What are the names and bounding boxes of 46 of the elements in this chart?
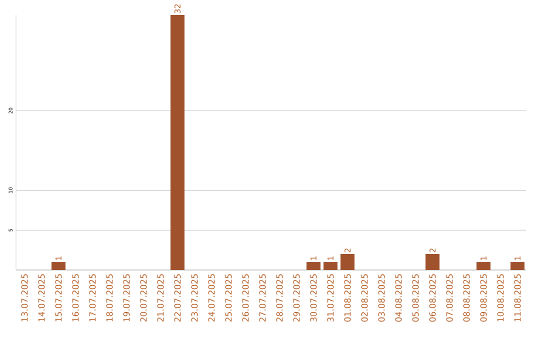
data-label: 1 [328, 256, 334, 260]
bar [426, 254, 440, 270]
x-tick-label: 08.08.2025 [463, 274, 470, 322]
x-tick-label: 23.07.2025 [191, 274, 198, 322]
x-tick-label: 30.07.2025 [310, 274, 317, 322]
data-label: 1 [514, 256, 520, 260]
x-tick-label: 03.08.2025 [378, 274, 385, 322]
x-tick-label: 21.07.2025 [157, 274, 164, 322]
x-tick-label: 11.08.2025 [514, 274, 521, 322]
data-label: 1 [56, 256, 62, 260]
bar [52, 262, 66, 270]
x-tick-label: 20.07.2025 [140, 274, 147, 322]
bar [306, 262, 321, 270]
x-tick-label: 24.07.2025 [208, 274, 215, 322]
x-tick-label: 16.07.2025 [72, 274, 79, 322]
x-tick-label: 13.07.2025 [21, 274, 28, 322]
x-tick-label: 10.08.2025 [497, 274, 504, 322]
data-label: 1 [480, 256, 486, 260]
x-tick-label: 09.08.2025 [480, 274, 487, 322]
x-tick-label: 14.07.2025 [38, 274, 45, 322]
x-tick-label: 15.07.2025 [55, 274, 62, 322]
x-tick-label: 26.07.2025 [242, 274, 249, 322]
data-label: 2 [430, 248, 436, 252]
bar [510, 262, 525, 270]
x-tick-label: 25.07.2025 [225, 274, 232, 322]
bar [324, 262, 338, 270]
x-tick-label: 05.08.2025 [412, 274, 419, 322]
x-tick-label: 04.08.2025 [395, 274, 402, 322]
data-label: 32 [174, 4, 181, 14]
x-tick-label: 17.07.2025 [89, 274, 96, 322]
x-tick-label: 19.07.2025 [123, 274, 130, 322]
bar [340, 254, 355, 270]
x-tick-label: 28.07.2025 [276, 274, 283, 322]
x-tick-label: 27.07.2025 [259, 274, 266, 322]
x-tick-label: 22.07.2025 [174, 274, 181, 322]
x-tick-label: 07.08.2025 [446, 274, 453, 322]
x-tick-label: 29.07.2025 [293, 274, 300, 322]
data-label: 1 [310, 256, 316, 260]
bar [476, 262, 491, 270]
bar [170, 14, 185, 270]
data-label: 2 [344, 248, 350, 252]
x-tick-label: 06.08.2025 [429, 274, 436, 322]
x-tick-label: 31.07.2025 [327, 274, 334, 322]
x-tick-label: 18.07.2025 [106, 274, 113, 322]
x-tick-label: 01.08.2025 [344, 274, 351, 322]
x-tick-label: 02.08.2025 [361, 274, 368, 322]
